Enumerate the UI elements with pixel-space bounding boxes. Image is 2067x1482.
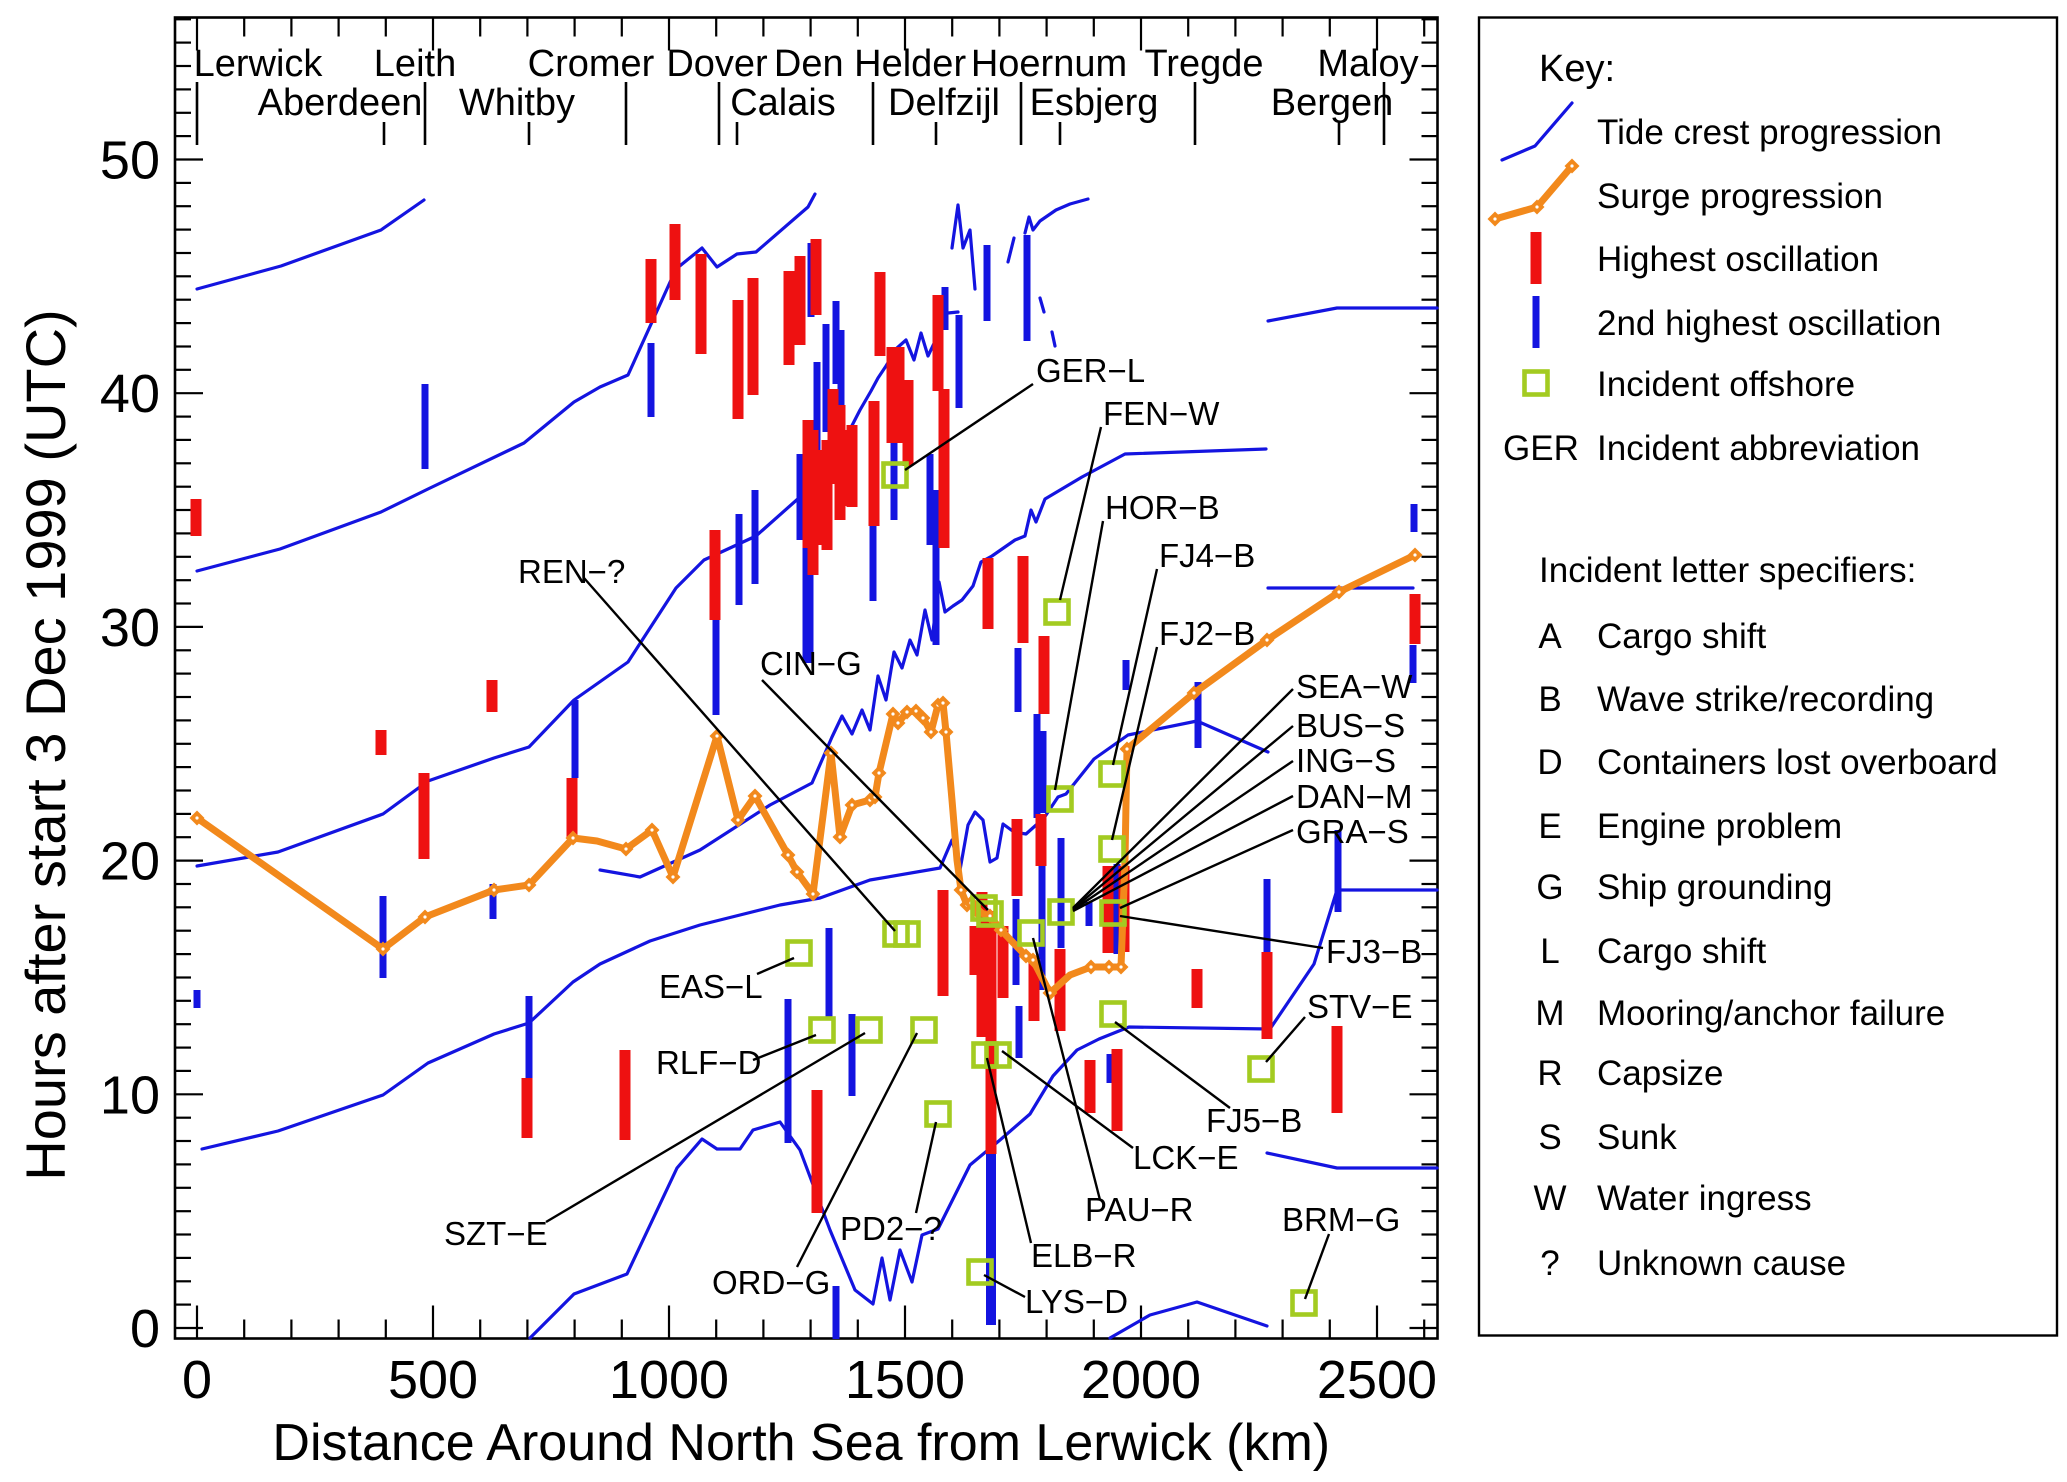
svg-text:CIN−G: CIN−G [760,645,862,682]
svg-text:SEA−W: SEA−W [1296,668,1413,705]
svg-text:50: 50 [100,131,160,191]
svg-text:Tregde: Tregde [1145,43,1264,85]
svg-text:GER−L: GER−L [1036,352,1145,389]
svg-text:BUS−S: BUS−S [1296,707,1405,744]
svg-text:EAS−L: EAS−L [659,968,763,1005]
svg-text:20: 20 [100,832,160,892]
svg-text:1500: 1500 [845,1350,965,1410]
svg-text:Den Helder: Den Helder [774,43,967,85]
svg-text:Distance Around North Sea from: Distance Around North Sea from Lerwick (… [272,1414,1330,1472]
svg-text:Cargo shift: Cargo shift [1597,617,1767,656]
svg-text:ORD−G: ORD−G [712,1264,830,1301]
svg-text:Hours after start 3 Dec 1999 (: Hours after start 3 Dec 1999 (UTC) [14,309,77,1180]
svg-text:1000: 1000 [609,1350,729,1410]
svg-text:500: 500 [388,1350,478,1410]
svg-text:FJ5−B: FJ5−B [1206,1102,1302,1139]
svg-text:Dover: Dover [666,43,768,85]
svg-text:Leith: Leith [374,43,456,85]
svg-text:Aberdeen: Aberdeen [258,82,423,124]
svg-text:Delfzijl: Delfzijl [888,82,1000,124]
svg-text:0: 0 [130,1299,160,1359]
svg-text:D: D [1537,743,1562,782]
svg-text:Incident abbreviation: Incident abbreviation [1597,429,1920,468]
svg-text:S: S [1538,1118,1561,1157]
svg-text:Maloy: Maloy [1317,43,1418,85]
svg-text:M: M [1535,994,1564,1033]
svg-text:ELB−R: ELB−R [1031,1237,1136,1274]
svg-text:Lerwick: Lerwick [194,43,324,85]
svg-text:FJ3−B: FJ3−B [1326,933,1422,970]
svg-text:R: R [1537,1054,1562,1093]
svg-text:Whitby: Whitby [459,82,575,124]
svg-text:FJ4−B: FJ4−B [1159,537,1255,574]
svg-text:10: 10 [100,1065,160,1125]
svg-text:PD2−?: PD2−? [840,1210,942,1247]
svg-text:REN−?: REN−? [518,553,625,590]
svg-text:Calais: Calais [730,82,836,124]
svg-text:A: A [1538,617,1562,656]
svg-text:2500: 2500 [1317,1350,1437,1410]
svg-text:L: L [1540,932,1559,971]
svg-text:Incident offshore: Incident offshore [1597,365,1855,404]
svg-text:Cargo shift: Cargo shift [1597,932,1767,971]
svg-text:LCK−E: LCK−E [1133,1139,1238,1176]
svg-text:Wave strike/recording: Wave strike/recording [1597,680,1934,719]
svg-text:FJ2−B: FJ2−B [1159,615,1255,652]
svg-text:GER: GER [1503,429,1579,468]
svg-text:0: 0 [182,1350,212,1410]
svg-text:DAN−M: DAN−M [1296,778,1412,815]
svg-text:Surge progression: Surge progression [1597,177,1883,216]
svg-text:Cromer: Cromer [528,43,655,85]
svg-text:Incident letter specifiers:: Incident letter specifiers: [1539,551,1916,590]
svg-text:Hoernum: Hoernum [971,43,1127,85]
svg-text:Tide crest progression: Tide crest progression [1597,113,1942,152]
svg-text:Ship grounding: Ship grounding [1597,868,1832,907]
svg-text:30: 30 [100,598,160,658]
svg-text:?: ? [1540,1244,1559,1283]
svg-text:Unknown cause: Unknown cause [1597,1244,1846,1283]
svg-text:FEN−W: FEN−W [1103,395,1220,432]
svg-text:W: W [1533,1179,1566,1218]
svg-text:Bergen: Bergen [1271,82,1394,124]
svg-text:Water ingress: Water ingress [1597,1179,1812,1218]
svg-text:LYS−D: LYS−D [1025,1283,1128,1320]
svg-text:Capsize: Capsize [1597,1054,1723,1093]
svg-text:BRM−G: BRM−G [1282,1201,1400,1238]
svg-text:B: B [1538,680,1561,719]
svg-text:E: E [1538,807,1561,846]
svg-text:GRA−S: GRA−S [1296,813,1409,850]
svg-text:STV−E: STV−E [1307,988,1412,1025]
svg-text:Highest oscillation: Highest oscillation [1597,240,1879,279]
svg-text:Sunk: Sunk [1597,1118,1677,1157]
svg-text:Mooring/anchor failure: Mooring/anchor failure [1597,994,1945,1033]
svg-text:Key:: Key: [1539,48,1615,90]
svg-text:G: G [1536,868,1563,907]
svg-text:SZT−E: SZT−E [444,1215,548,1252]
svg-text:2nd highest oscillation: 2nd highest oscillation [1597,304,1941,343]
svg-text:HOR−B: HOR−B [1105,489,1220,526]
svg-text:PAU−R: PAU−R [1085,1191,1194,1228]
svg-text:RLF−D: RLF−D [656,1044,761,1081]
svg-text:40: 40 [100,364,160,424]
svg-text:Containers lost overboard: Containers lost overboard [1597,743,1998,782]
svg-text:Engine problem: Engine problem [1597,807,1842,846]
svg-text:2000: 2000 [1081,1350,1201,1410]
svg-text:ING−S: ING−S [1296,742,1396,779]
svg-text:Esbjerg: Esbjerg [1030,82,1159,124]
